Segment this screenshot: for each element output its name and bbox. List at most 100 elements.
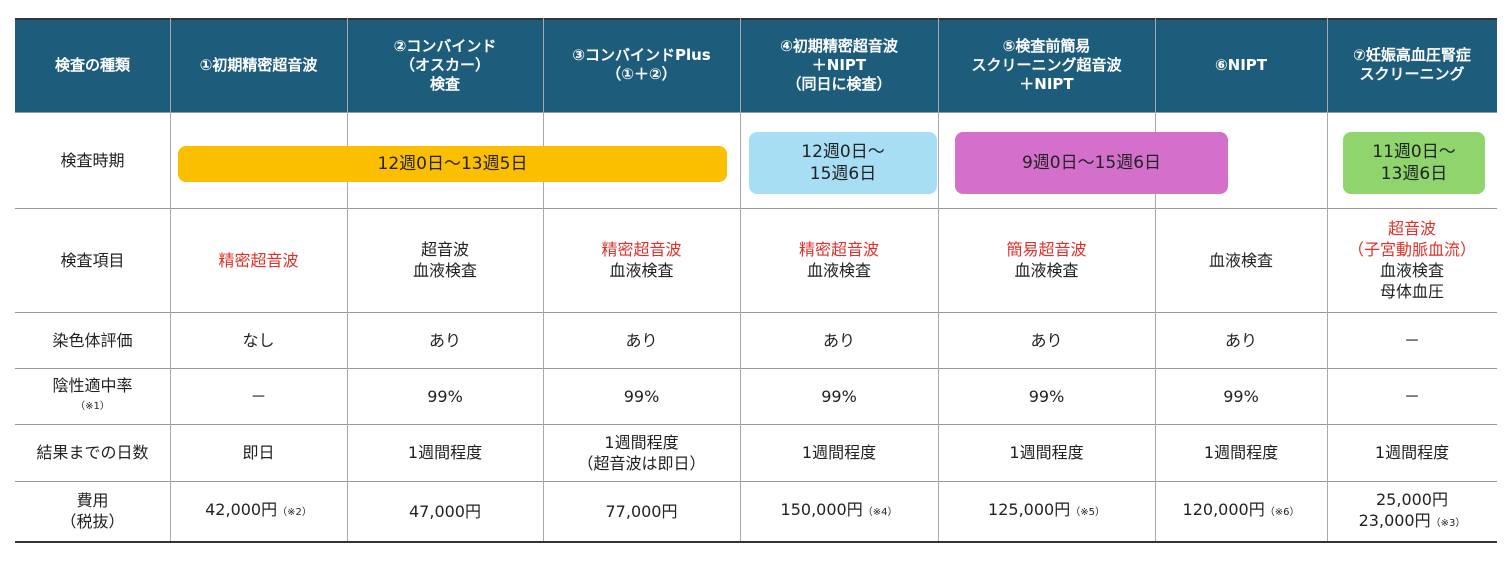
value-cell: 99% [347, 368, 543, 424]
header-cell: ⑤検査前簡易 スクリーニング超音波 ＋NIPT [938, 18, 1155, 112]
cost-cell: 120,000円（※6） [1155, 481, 1327, 541]
cost-text: 120,000円 [1182, 500, 1265, 519]
column-line [170, 18, 171, 541]
cost-text: 125,000円 [988, 500, 1071, 519]
value-cell: 99% [740, 368, 938, 424]
value-cell: あり [543, 312, 740, 368]
cost-text: 25,000円 [1376, 489, 1448, 509]
value-cell: あり [740, 312, 938, 368]
value-cell: － [1327, 312, 1497, 368]
period-bar: 12週0日～13週5日 [178, 146, 727, 182]
column-line [938, 18, 939, 541]
cost-note: （※3） [1430, 517, 1466, 529]
row-line [15, 424, 1497, 425]
label-cell: 検査項目 [15, 208, 170, 312]
cost-cell: 77,000円 [543, 481, 740, 541]
value-cell: 1週間程度 （超音波は即日） [543, 424, 740, 481]
cost-line: 47,000円 [409, 501, 481, 522]
column-line [543, 18, 544, 541]
label-note: （※1） [75, 401, 110, 412]
item-text: 超音波 血液検査 [412, 240, 477, 280]
red-text: 精密超音波 [601, 240, 682, 259]
value-cell: 1週間程度 [740, 424, 938, 481]
value-cell: － [170, 368, 347, 424]
item-cell: 精密超音波 血液検査 [543, 208, 740, 312]
row-label: 検査時期 [60, 150, 125, 170]
cost-note: （※4） [862, 507, 898, 518]
item-text: 血液検査 母体血圧 [1379, 261, 1444, 301]
cost-cell: 42,000円（※2） [170, 481, 347, 541]
cell-text: あり [822, 330, 855, 350]
column-line [347, 18, 348, 541]
cost-cell: 125,000円（※5） [938, 481, 1155, 541]
value-cell: 99% [1155, 368, 1327, 424]
cell-text: 1週間程度 [1203, 443, 1279, 462]
period-bar: 11週0日～ 13週6日 [1343, 132, 1485, 194]
value-cell: あり [1155, 312, 1327, 368]
cost-note: （※6） [1264, 507, 1300, 518]
cell-text: 99% [821, 386, 857, 406]
red-text: 精密超音波 [798, 240, 879, 259]
cost-note: （※5） [1070, 507, 1105, 518]
cell-text: 1週間程度 [1009, 443, 1084, 462]
cell-text: 即日 [242, 443, 275, 462]
row-line [15, 541, 1497, 543]
header-cell: 検査の種類 [15, 18, 170, 112]
cost-line: 77,000円 [606, 501, 678, 522]
cost-line: 125,000円（※5） [988, 499, 1105, 523]
cell-text: あり [428, 330, 461, 350]
cost-cell: 25,000円 23,000円（※3） [1327, 481, 1497, 541]
value-cell: 99% [938, 368, 1155, 424]
cell-text: あり [625, 330, 658, 350]
cost-cell: 150,000円（※4） [740, 481, 938, 541]
label-cell: 陰性適中率 （※1） [15, 368, 170, 424]
item-cell: 精密超音波 [170, 208, 347, 312]
period-bar: 9週0日～15週6日 [955, 132, 1228, 194]
header-cell: ③コンバインドPlus （①＋②） [543, 18, 740, 112]
period-bar: 12週0日～ 15週6日 [749, 132, 937, 194]
row-label: 費用 （税抜） [60, 491, 125, 531]
cost-text: 42,000円 [205, 500, 278, 519]
cell-text: 99% [1028, 386, 1065, 406]
cell-text: 1週間程度 [1374, 443, 1450, 462]
row-label: 検査項目 [60, 250, 125, 270]
red-text: 超音波 （子宮動脈血流） [1347, 219, 1476, 259]
cell-text: あり [1224, 330, 1257, 350]
header-bg [15, 18, 1497, 112]
cost-line: 25,000円 [1376, 489, 1448, 510]
item-cell: 超音波 （子宮動脈血流） 血液検査 母体血圧 [1327, 208, 1497, 312]
row-line [15, 112, 1497, 113]
cost-line: 23,000円（※3） [1359, 510, 1466, 534]
cost-cell: 47,000円 [347, 481, 543, 541]
cell-text: 1週間程度 [407, 443, 483, 462]
value-cell: － [1327, 368, 1497, 424]
cost-text: 77,000円 [605, 501, 678, 521]
label-cell: 検査時期 [15, 112, 170, 208]
item-cell: 血液検査 [1155, 208, 1327, 312]
column-line [1155, 18, 1156, 541]
row-line [15, 368, 1497, 369]
cost-line: 120,000円（※6） [1183, 499, 1300, 523]
row-label: 陰性適中率 [52, 376, 133, 395]
item-cell: 超音波 血液検査 [347, 208, 543, 312]
label-cell: 結果までの日数 [15, 424, 170, 481]
value-cell: あり [938, 312, 1155, 368]
cost-line: 42,000円（※2） [205, 499, 312, 523]
header-cell: ⑦妊娠高血圧腎症 スクリーニング [1327, 18, 1497, 112]
cost-line: 150,000円（※4） [781, 499, 898, 523]
header-cell: ⑥NIPT [1155, 18, 1327, 112]
header-cell: ①初期精密超音波 [170, 18, 347, 112]
row-line [15, 481, 1497, 482]
value-cell: あり [347, 312, 543, 368]
row-line [15, 208, 1497, 209]
row-line [15, 312, 1497, 313]
cell-text: 99% [1223, 386, 1259, 406]
value-cell: 1週間程度 [347, 424, 543, 481]
item-text: 血液検査 [609, 261, 674, 280]
cell-text: あり [1030, 330, 1063, 350]
cell-text: 1週間程度 （超音波は即日） [577, 432, 706, 473]
cell-text: 99% [427, 386, 463, 406]
header-text: ⑤検査前簡易 スクリーニング超音波 ＋NIPT [971, 36, 1122, 93]
cell-text: なし [242, 330, 275, 350]
